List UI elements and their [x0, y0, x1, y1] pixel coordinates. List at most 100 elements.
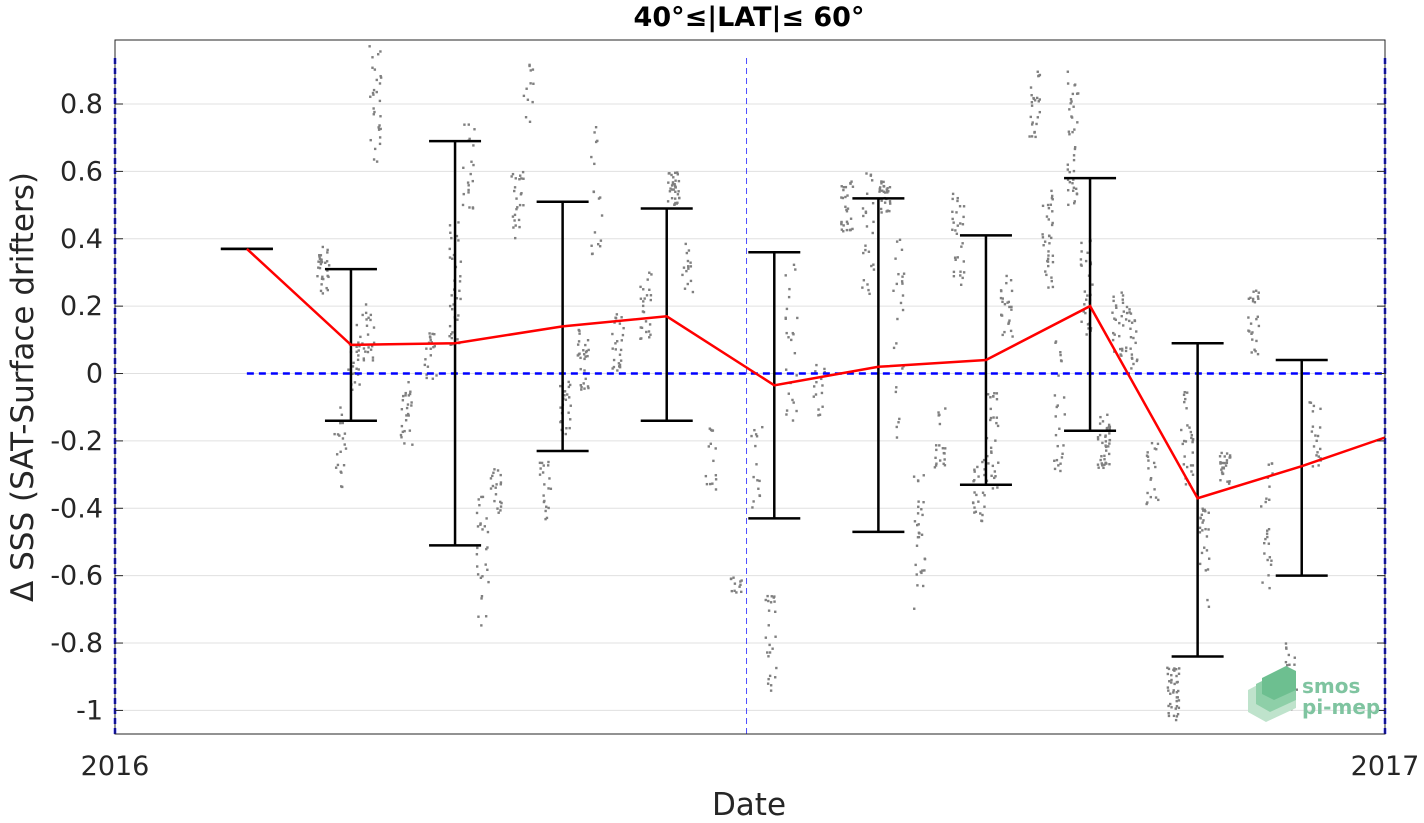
scatter-point — [784, 316, 787, 320]
scatter-point — [895, 386, 898, 389]
scatter-point — [1182, 393, 1186, 397]
scatter-point — [483, 525, 487, 528]
scatter-point — [513, 186, 517, 189]
scatter-point — [1056, 444, 1059, 448]
scatter-point — [740, 590, 743, 594]
scatter-point — [357, 341, 360, 344]
scatter-point — [956, 224, 959, 227]
scatter-point — [943, 458, 946, 461]
scatter-point — [567, 385, 571, 389]
scatter-point — [400, 408, 404, 411]
scatter-point — [1051, 260, 1055, 264]
scatter-point — [791, 419, 795, 422]
scatter-point — [996, 424, 1000, 428]
scatter-point — [514, 177, 517, 180]
scatter-point — [335, 453, 339, 456]
scatter-point — [1146, 451, 1149, 454]
mean-line-layer — [246, 247, 1386, 500]
scatter-point — [1176, 712, 1180, 716]
scatter-point — [1191, 439, 1195, 442]
scatter-point — [1182, 463, 1186, 466]
scatter-point — [1293, 663, 1296, 666]
scatter-point — [1207, 557, 1211, 560]
scatter-point — [401, 430, 405, 434]
scatter-point — [1035, 96, 1039, 100]
scatter-point — [1111, 311, 1114, 314]
scatter-point — [319, 289, 323, 293]
scatter-point — [1097, 466, 1100, 469]
scatter-point — [821, 405, 824, 408]
scatter-point — [320, 277, 324, 281]
scatter-point — [463, 123, 466, 126]
scatter-point — [682, 266, 686, 269]
scatter-point — [319, 262, 323, 266]
scatter-point — [1075, 192, 1079, 196]
scatter-point — [769, 601, 773, 604]
scatter-point — [1036, 70, 1039, 73]
scatter-point — [1173, 682, 1176, 686]
scatter-point — [404, 394, 407, 397]
scatter-point — [639, 297, 643, 300]
scatter-point — [1069, 98, 1073, 101]
scatter-point — [485, 547, 488, 551]
scatter-point — [1108, 442, 1111, 445]
scatter-point — [1005, 274, 1008, 278]
scatter-point — [1085, 333, 1088, 336]
scatter-point — [648, 271, 651, 274]
scatter-point — [871, 201, 875, 205]
scatter-point — [485, 517, 488, 520]
scatter-point — [1080, 241, 1083, 245]
scatter-point — [590, 252, 594, 256]
scatter-point — [1051, 285, 1055, 289]
scatter-point — [1251, 338, 1254, 341]
scatter-point — [425, 373, 428, 376]
scatter-point — [895, 240, 899, 243]
scatter-point — [842, 230, 845, 233]
scatter-point — [1177, 689, 1180, 693]
scatter-point — [764, 636, 768, 639]
scatter-point — [844, 205, 847, 208]
scatter-point — [565, 427, 568, 430]
scatter-point — [1184, 397, 1187, 401]
scatter-point — [318, 257, 322, 260]
scatter-point — [842, 188, 845, 192]
scatter-point — [917, 531, 921, 534]
scatter-point — [1166, 686, 1170, 689]
scatter-point — [356, 358, 360, 362]
scatter-point — [462, 166, 465, 170]
scatter-point — [672, 188, 675, 191]
scatter-point — [878, 190, 881, 193]
scatter-point — [989, 407, 992, 411]
scatter-point — [814, 393, 818, 396]
scatter-point — [522, 204, 525, 207]
scatter-point — [1080, 250, 1083, 253]
scatter-point — [1311, 410, 1315, 413]
scatter-point — [840, 220, 843, 224]
scatter-point — [1112, 331, 1115, 335]
scatter-point — [894, 257, 897, 260]
scatter-point — [1225, 461, 1229, 465]
scatter-point — [577, 340, 581, 343]
scatter-point — [1034, 135, 1037, 139]
scatter-point — [1261, 581, 1264, 584]
scatter-point — [1190, 433, 1194, 437]
scatter-point — [587, 348, 590, 352]
scatter-point — [673, 183, 676, 186]
scatter-point — [373, 68, 377, 71]
scatter-point — [432, 345, 435, 349]
scatter-point — [564, 398, 568, 401]
scatter-point — [559, 420, 562, 424]
scatter-point — [1286, 664, 1289, 667]
scatter-point — [753, 428, 756, 432]
scatter-point — [475, 511, 479, 515]
scatter-point — [423, 363, 427, 367]
scatter-point — [1249, 322, 1253, 325]
scatter-point — [795, 409, 798, 413]
scatter-point — [559, 406, 562, 409]
scatter-point — [1312, 404, 1316, 408]
scatter-point — [1124, 318, 1128, 321]
scatter-point — [593, 131, 596, 134]
scatter-point — [518, 225, 521, 229]
scatter-point — [492, 471, 495, 474]
scatter-point — [1105, 427, 1109, 431]
